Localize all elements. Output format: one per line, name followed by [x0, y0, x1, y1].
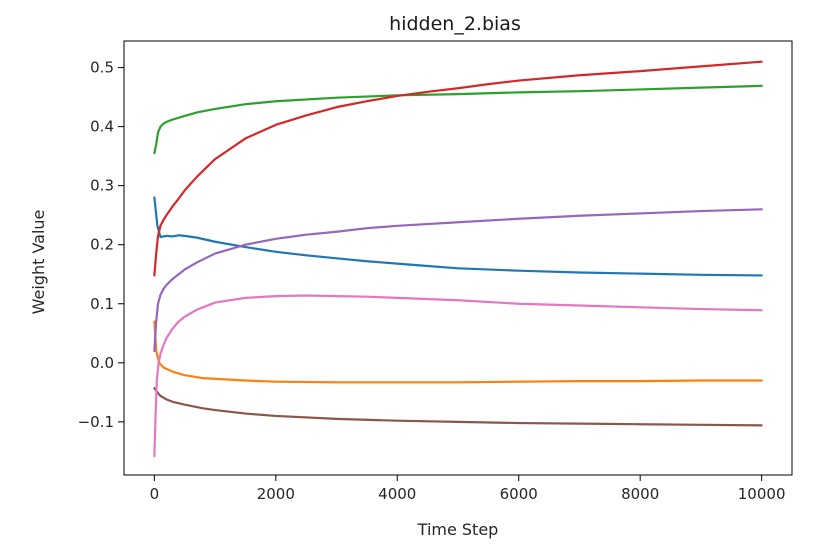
x-tick-label: 8000	[621, 485, 659, 503]
plot-frame	[123, 40, 793, 476]
series-line-4	[153, 208, 763, 353]
y-tick-label: 0.4	[90, 118, 114, 136]
y-tick-label: −0.1	[78, 413, 114, 431]
series-line-1	[153, 320, 763, 384]
x-tick-label: 10000	[738, 485, 786, 503]
series-line-2	[153, 84, 763, 155]
y-axis-ticks: −0.1 0.0 0.1 0.2 0.3 0.4 0.5	[78, 59, 124, 431]
y-tick-label: 0.2	[90, 236, 114, 254]
y-tick-label: 0.3	[90, 177, 114, 195]
y-tick-label: 0.1	[90, 295, 114, 313]
x-tick-label: 6000	[500, 485, 538, 503]
y-axis-label: Weight Value	[29, 210, 48, 315]
x-tick-label: 4000	[378, 485, 416, 503]
series-line-5	[153, 387, 763, 427]
series-line-6	[153, 294, 763, 458]
y-tick-label: 0.0	[90, 354, 114, 372]
x-tick-label: 0	[150, 485, 160, 503]
y-tick-label: 0.5	[90, 59, 114, 77]
x-tick-label: 2000	[257, 485, 295, 503]
x-axis-label: Time Step	[417, 520, 499, 539]
series-line-3	[153, 60, 763, 277]
series-line-0	[153, 196, 763, 277]
x-axis-ticks: 0 2000 4000 6000 8000 10000	[150, 475, 786, 503]
chart-title: hidden_2.bias	[389, 13, 521, 35]
series-layer	[153, 60, 763, 458]
